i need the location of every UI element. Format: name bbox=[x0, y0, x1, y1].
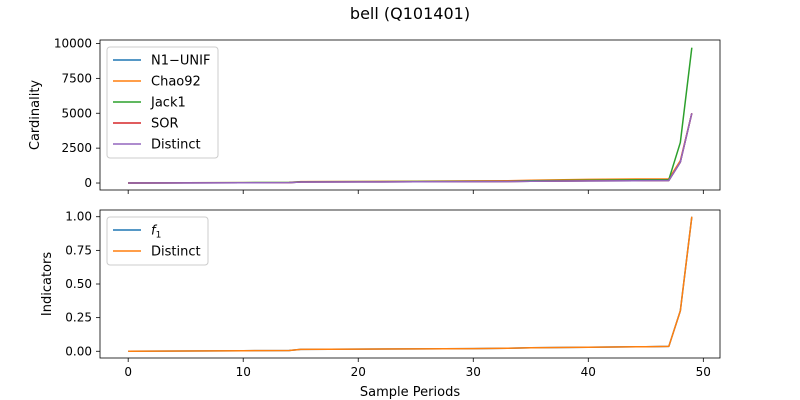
cardinality-plot: 0 2500 5000 7500 10000 Cardinality N1−UNIF Chao… bbox=[28, 36, 721, 194]
series-line-1-1 bbox=[128, 216, 693, 353]
figure-title: bell (Q101401) bbox=[350, 4, 470, 23]
series-line-0-4 bbox=[128, 113, 693, 184]
legend: N1−UNIF Chao92 Jack1 SOR Distinct bbox=[106, 46, 219, 159]
x-tick-label: 40 bbox=[581, 365, 596, 379]
legend-label: f1 bbox=[151, 224, 161, 241]
y-tick-label: 10000 bbox=[54, 36, 92, 50]
x-tick-label: 30 bbox=[466, 365, 481, 379]
x-axis-label: Sample Periods bbox=[360, 385, 460, 400]
axes-frame bbox=[99, 39, 721, 191]
indicators-plot: 0 10 20 30 40 50 0.00 0.25 0.50 0.75 1.00 Indicator… bbox=[40, 209, 721, 379]
legend-label: Distinct bbox=[151, 245, 201, 260]
y-axis-label: Cardinality bbox=[28, 80, 43, 151]
y-tick-label: 1.00 bbox=[65, 210, 92, 224]
y-tick-label: 7500 bbox=[61, 71, 92, 85]
x-tick-label: 0 bbox=[124, 365, 132, 379]
y-tick-label: 0.50 bbox=[65, 277, 92, 291]
legend-box bbox=[106, 46, 219, 159]
y-tick-label: 0 bbox=[84, 176, 92, 190]
y-tick-label: 0.75 bbox=[65, 243, 92, 257]
y-axis-label: Indicators bbox=[40, 252, 55, 316]
y-tick-label: 2500 bbox=[61, 141, 92, 155]
x-tick-label: 20 bbox=[351, 365, 366, 379]
legend-label: Jack1 bbox=[150, 96, 186, 111]
x-tick-label: 50 bbox=[696, 365, 711, 379]
y-tick-label: 0.00 bbox=[65, 344, 92, 358]
legend-label: Chao92 bbox=[151, 75, 201, 90]
legend-label: SOR bbox=[151, 117, 179, 132]
legend-label: Distinct bbox=[151, 138, 201, 153]
legend-label: N1−UNIF bbox=[151, 54, 210, 69]
y-tick-label: 5000 bbox=[61, 106, 92, 120]
x-tick-label: 10 bbox=[236, 365, 251, 379]
y-tick-label: 0.25 bbox=[65, 311, 92, 325]
series-line-1-0 bbox=[128, 216, 693, 353]
legend: f1 Distinct bbox=[106, 216, 209, 266]
legend-box bbox=[106, 216, 209, 266]
